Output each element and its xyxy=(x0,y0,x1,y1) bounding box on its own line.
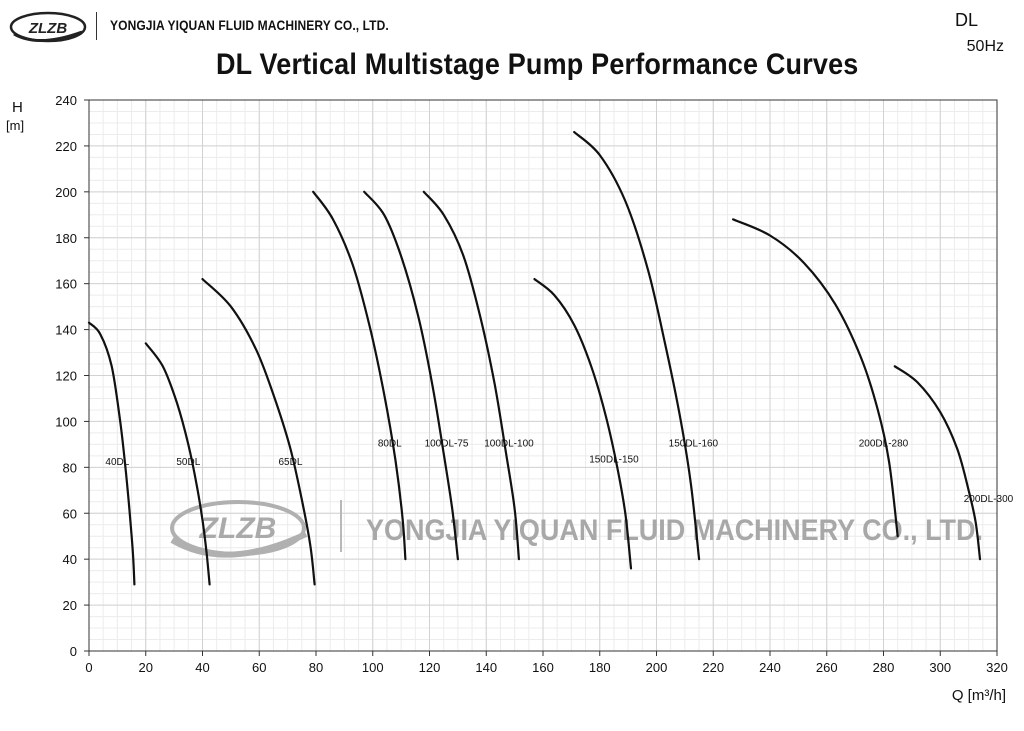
curve-labels: 40DL 50DL 65DL 80DL 100DL-75 100DL-100 150DL-1… xyxy=(105,439,1013,505)
x-tick-label: 120 xyxy=(419,660,441,675)
company-name: YONGJIA YIQUAN FLUID MACHINERY CO., LTD. xyxy=(110,17,389,33)
y-axis-unit: [m] xyxy=(6,118,24,133)
curve-label-200dl-300: 200DL-300 xyxy=(964,494,1014,505)
x-tick-label: 180 xyxy=(589,660,611,675)
x-tick-label: 80 xyxy=(309,660,323,675)
curve-150dl-160 xyxy=(573,131,701,561)
logo-divider xyxy=(96,12,97,40)
x-tick-label: 160 xyxy=(532,660,554,675)
y-tick-label: 160 xyxy=(55,277,77,292)
header: ZLZB YONGJIA YIQUAN FLUID MACHINERY CO.,… xyxy=(0,0,1024,81)
model-code: DL xyxy=(954,10,978,30)
y-tick-label: 180 xyxy=(55,231,77,246)
x-tick-label: 260 xyxy=(816,660,838,675)
zlzb-logo-icon: ZLZB xyxy=(9,11,87,43)
curve-65dl xyxy=(201,278,316,586)
curve-100dl-100 xyxy=(422,190,520,561)
watermark: ZLZB YONGJIA YIQUAN FLUID MACHINERY CO.,… xyxy=(170,500,983,558)
curve-50dl xyxy=(144,342,211,586)
curve-40dl xyxy=(87,321,136,586)
curve-label-65dl: 65DL xyxy=(279,457,303,468)
x-tick-label: 280 xyxy=(873,660,895,675)
curve-label-80dl: 80DL xyxy=(378,439,402,450)
curve-100dl-75 xyxy=(363,190,459,561)
logo-text: ZLZB xyxy=(28,20,67,37)
x-tick-label: 20 xyxy=(139,660,153,675)
y-tick-label: 100 xyxy=(55,414,77,429)
curve-label-50dl: 50DL xyxy=(176,457,200,468)
curve-label-200dl-280: 200DL-280 xyxy=(859,439,909,450)
y-tick-label: 120 xyxy=(55,369,77,384)
y-tick-label: 140 xyxy=(55,323,77,338)
frequency-label: 50Hz xyxy=(966,38,1004,55)
x-tick-label: 60 xyxy=(252,660,266,675)
y-tick-label: 40 xyxy=(63,552,77,567)
x-axis-label: Q [m³/h] xyxy=(952,687,1006,704)
y-tick-label: 80 xyxy=(63,460,77,475)
y-tick-label: 20 xyxy=(63,598,77,613)
y-axis-label: H xyxy=(12,99,23,116)
x-tick-label: 140 xyxy=(475,660,497,675)
curve-label-100dl-100: 100DL-100 xyxy=(484,439,534,450)
curve-200dl-300 xyxy=(893,365,982,561)
x-tick-label: 220 xyxy=(702,660,724,675)
curve-label-100dl-75: 100DL-75 xyxy=(425,439,469,450)
y-tick-label: 60 xyxy=(63,506,77,521)
curve-80dl xyxy=(312,190,407,561)
x-tick-label: 200 xyxy=(646,660,668,675)
curve-label-150dl-150: 150DL-150 xyxy=(589,455,639,466)
curve-label-40dl: 40DL xyxy=(105,457,129,468)
x-tick-label: 300 xyxy=(929,660,951,675)
y-axis-ticks: 0 20 40 60 80 100 120 140 160 180 200 220 240 xyxy=(55,93,89,659)
y-tick-label: 200 xyxy=(55,185,77,200)
x-axis-ticks: 0 20 40 60 80 100 120 140 160 180 200 220 240 260 280 3… xyxy=(85,651,1008,675)
curve-200dl-280 xyxy=(732,218,899,538)
watermark-company-name: YONGJIA YIQUAN FLUID MACHINERY CO., LTD. xyxy=(366,514,983,548)
x-tick-label: 40 xyxy=(195,660,209,675)
curve-label-150dl-160: 150DL-160 xyxy=(669,439,719,450)
y-tick-label: 0 xyxy=(70,644,77,659)
chart-title: DL Vertical Multistage Pump Performance … xyxy=(216,48,859,81)
y-tick-label: 240 xyxy=(55,93,77,108)
watermark-logo-text: ZLZB xyxy=(199,512,277,545)
y-tick-label: 220 xyxy=(55,139,77,154)
x-tick-label: 320 xyxy=(986,660,1008,675)
x-tick-label: 240 xyxy=(759,660,781,675)
pump-curves xyxy=(87,131,982,586)
grid-major xyxy=(88,99,998,652)
curve-150dl-150 xyxy=(533,278,633,570)
watermark-logo-icon: ZLZB xyxy=(170,500,308,558)
x-tick-label: 100 xyxy=(362,660,384,675)
watermark-divider xyxy=(340,500,342,552)
x-tick-label: 0 xyxy=(85,660,92,675)
